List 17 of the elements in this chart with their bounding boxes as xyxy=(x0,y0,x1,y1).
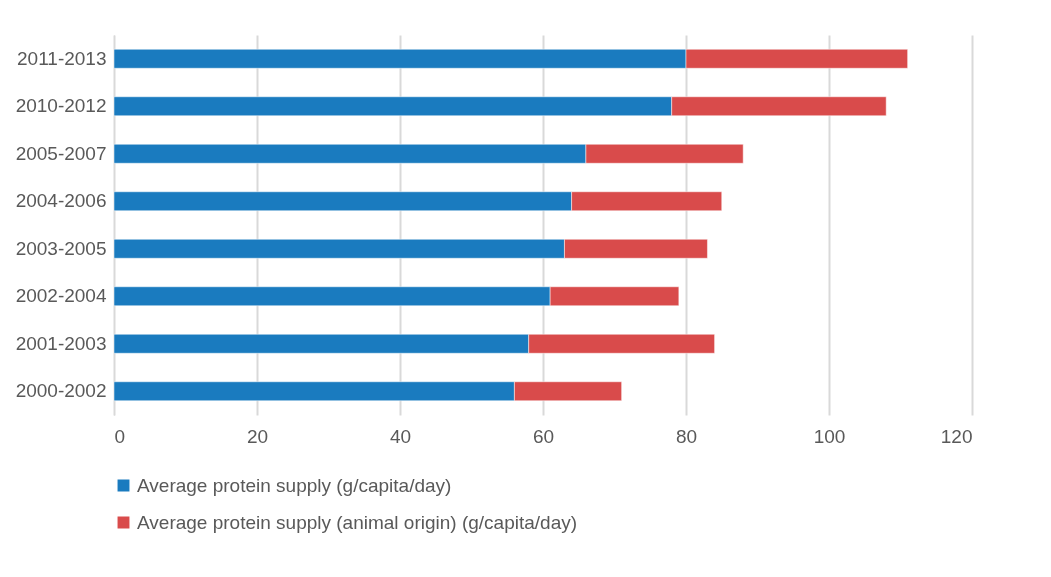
x-tick-label: 120 xyxy=(940,425,973,447)
x-tick-label: 0 xyxy=(114,425,126,447)
y-tick-label: 2000-2002 xyxy=(15,380,107,402)
y-tick-label: 2003-2005 xyxy=(15,237,107,259)
x-tick-label: 40 xyxy=(389,425,412,447)
y-tick-label: 2001-2003 xyxy=(15,332,107,354)
legend-label: Average protein supply (animal origin) (g/capita/day) xyxy=(137,511,578,533)
y-tick-label: 2010-2012 xyxy=(15,95,107,117)
x-tick-label: 20 xyxy=(246,425,269,447)
y-tick-label: 2004-2006 xyxy=(15,190,107,212)
y-tick-label: 2011-2013 xyxy=(17,47,107,69)
x-tick-label: 100 xyxy=(813,425,846,447)
y-tick-label: 2002-2004 xyxy=(15,285,107,307)
y-tick-label: 2005-2007 xyxy=(15,142,107,164)
x-tick-label: 80 xyxy=(675,425,698,447)
legend-label: Average protein supply (g/capita/day) xyxy=(137,474,452,496)
x-tick-label: 60 xyxy=(532,425,555,447)
